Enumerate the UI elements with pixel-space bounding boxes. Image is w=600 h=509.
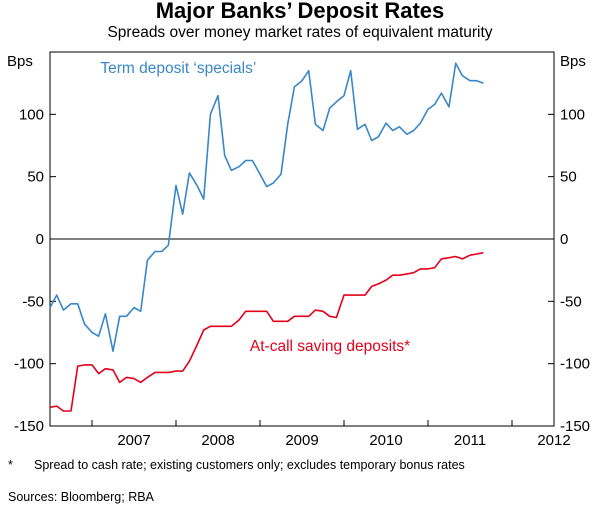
x-tick-label: 2007 — [117, 432, 150, 449]
series-line-term-deposit-specials — [49, 62, 484, 353]
y-tick-label-left: 50 — [27, 169, 44, 186]
chart-subtitle: Spreads over money market rates of equiv… — [107, 24, 493, 41]
y-tick-label-right: 0 — [560, 231, 568, 248]
series-label-at-call-saving-deposits: At-call saving deposits* — [250, 338, 410, 355]
x-tick-label: 2011 — [454, 432, 486, 449]
x-tick-label: 2012 — [537, 432, 570, 449]
y-tick-label-left: 0 — [36, 231, 44, 248]
y-tick-label-right: -100 — [560, 356, 590, 373]
x-tick-label: 2008 — [201, 432, 234, 449]
y-unit-left: Bps — [7, 53, 33, 70]
y-tick-label-left: -100 — [14, 356, 44, 373]
footnote-text: Spread to cash rate; existing customers … — [34, 458, 465, 472]
y-tick-label-right: -50 — [560, 293, 582, 310]
x-tick-label: 2009 — [285, 432, 318, 449]
y-unit-right: Bps — [560, 53, 586, 70]
chart-title: Major Banks’ Deposit Rates — [155, 0, 445, 23]
footnote-mark: * — [8, 458, 13, 472]
y-tick-label-left: -150 — [14, 418, 44, 435]
footnote: * Spread to cash rate; existing customer… — [8, 458, 528, 490]
sources-note: Sources: Bloomberg; RBA — [8, 490, 154, 504]
y-tick-label-right: 100 — [560, 106, 585, 123]
y-tick-label-left: 100 — [19, 106, 44, 123]
y-tick-label-right: 50 — [560, 169, 577, 186]
y-tick-label-right: -150 — [560, 418, 590, 435]
y-tick-label-left: -50 — [22, 293, 44, 310]
x-tick-label: 2010 — [369, 432, 402, 449]
series-label-term-deposit-specials: Term deposit ‘specials’ — [100, 60, 256, 77]
series-line-at-call-saving-deposits — [49, 251, 484, 412]
